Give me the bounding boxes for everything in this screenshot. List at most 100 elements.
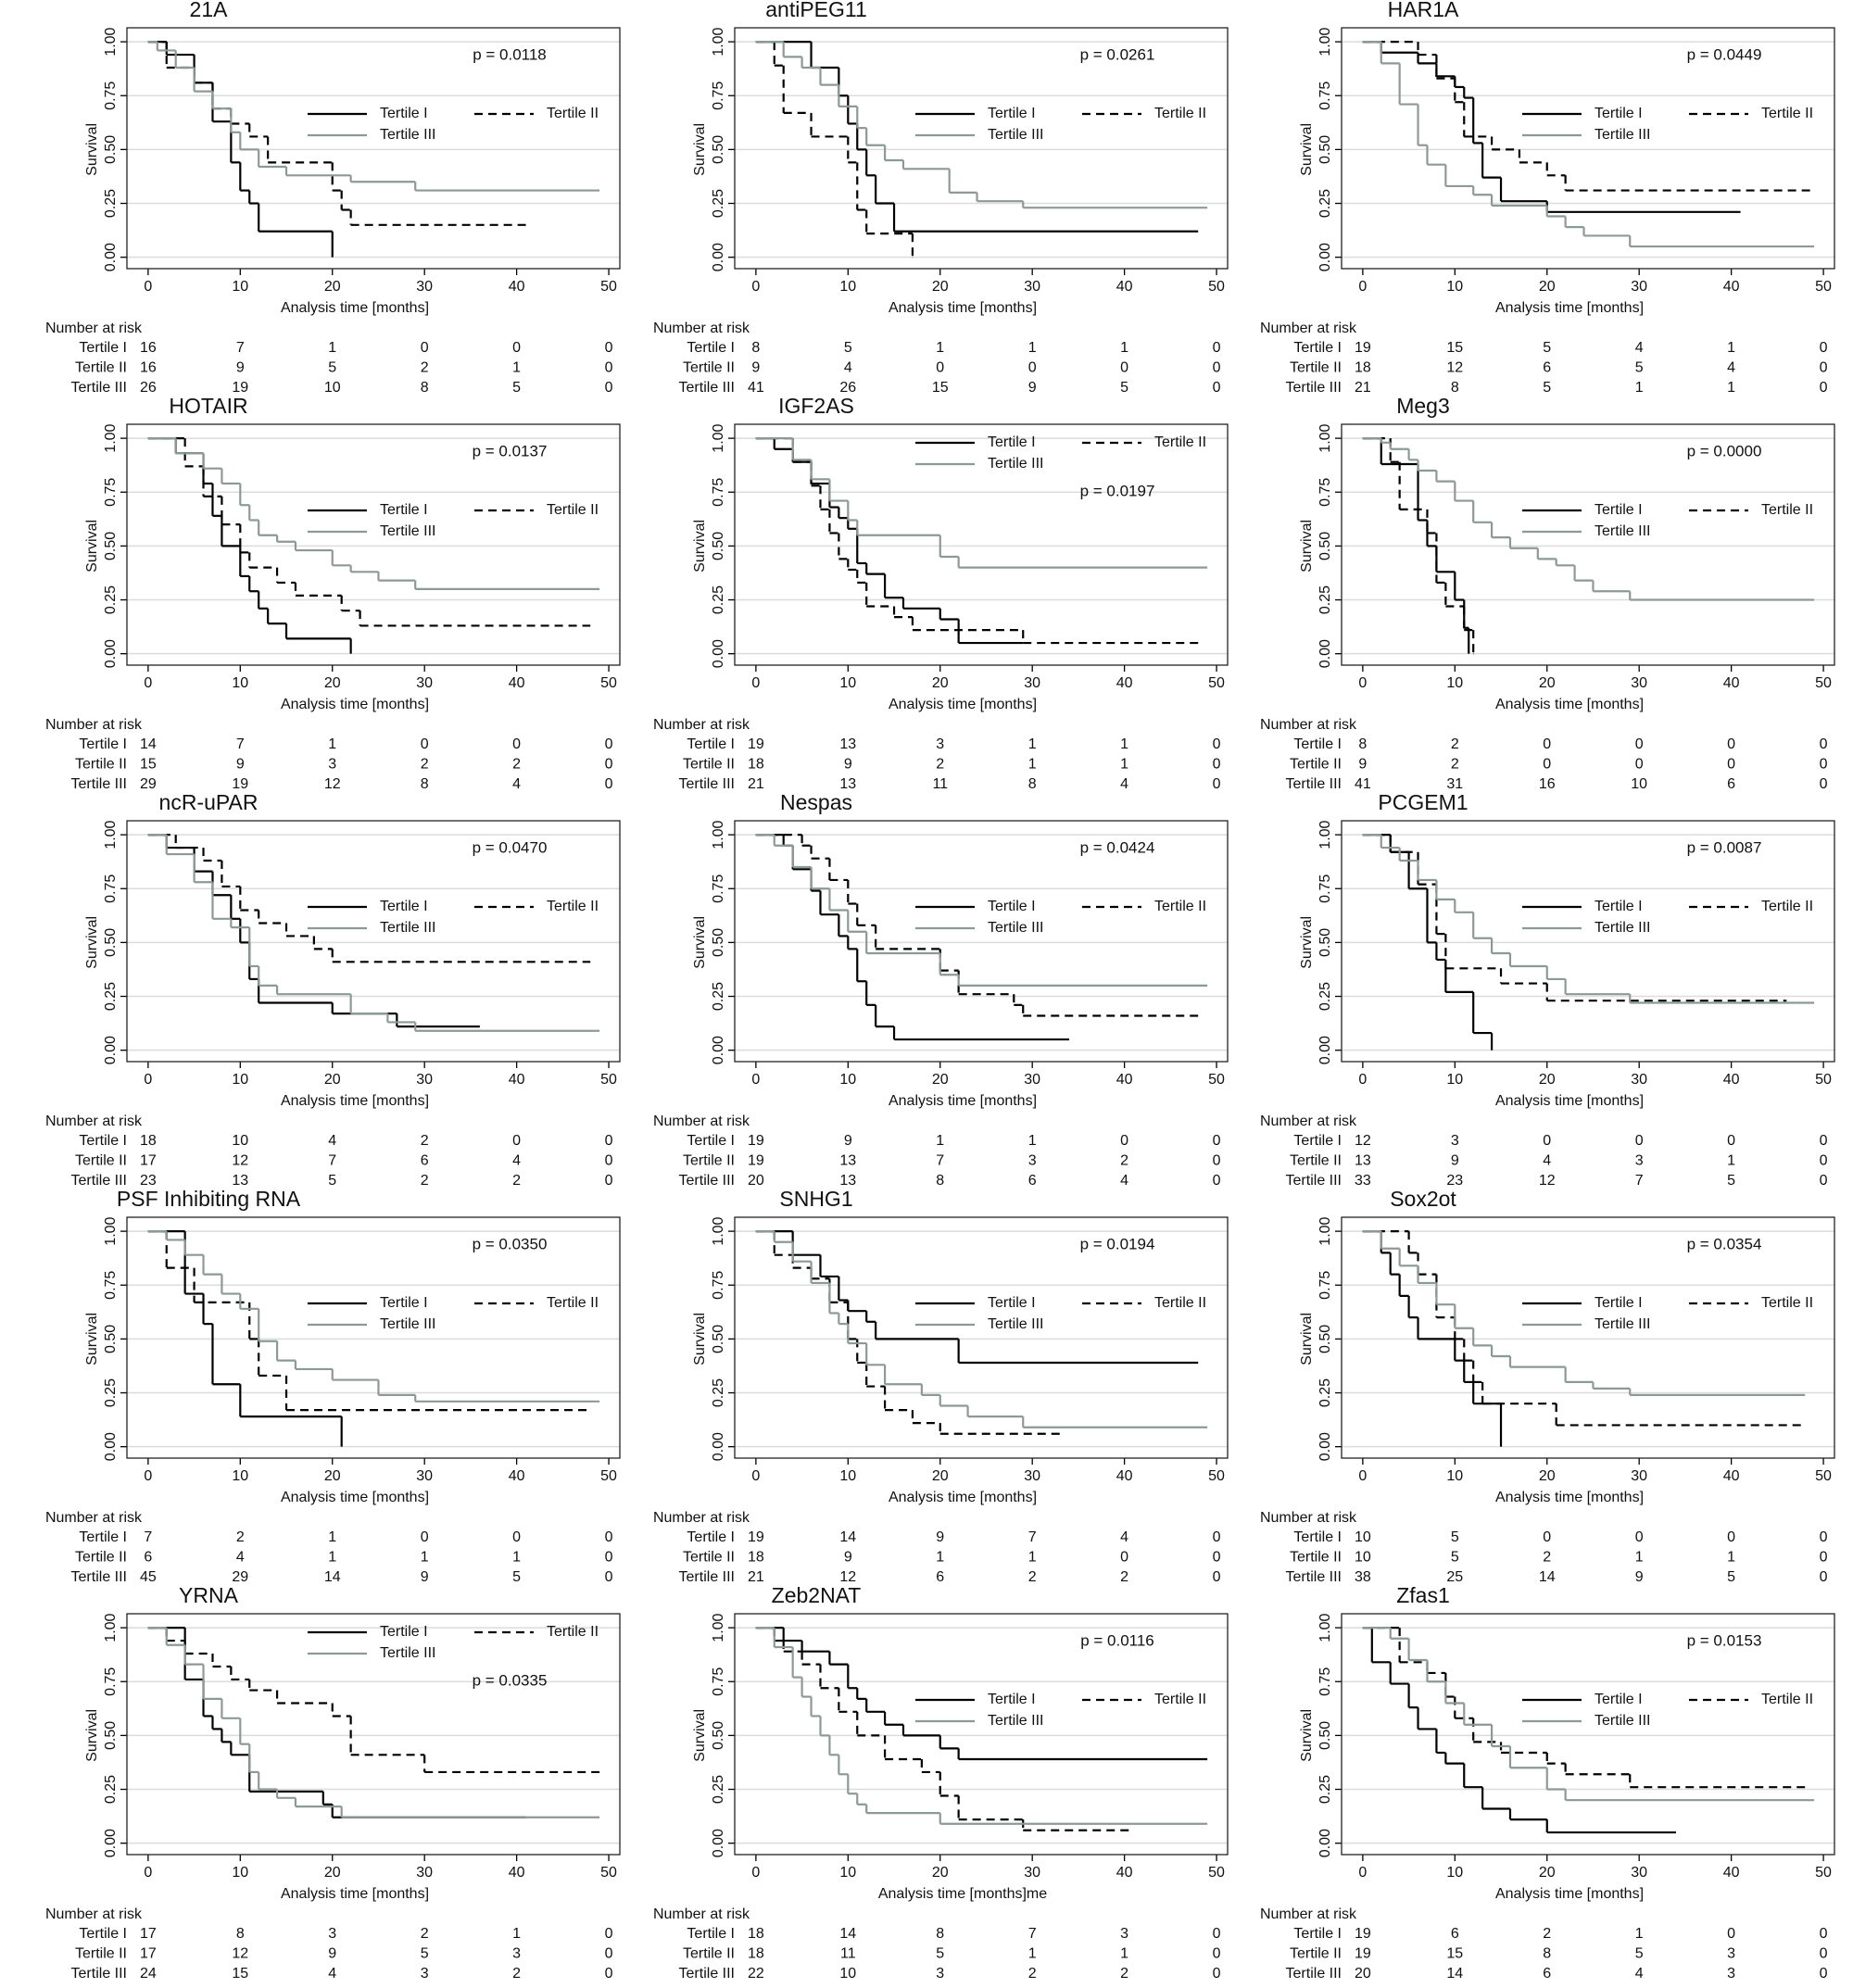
- risk-count: 0: [1820, 1550, 1828, 1566]
- risk-row-label: Tertile I: [1293, 340, 1342, 356]
- y-tick-label: 0.25: [103, 189, 119, 218]
- risk-count: 0: [605, 736, 613, 752]
- y-tick-label: 0.50: [711, 135, 726, 164]
- x-tick-label: 40: [1723, 675, 1740, 691]
- x-tick-label: 50: [1815, 1072, 1832, 1088]
- risk-count: 11: [932, 776, 948, 792]
- risk-count: 2: [1028, 1966, 1037, 1982]
- x-tick-label: 50: [1208, 1468, 1225, 1484]
- risk-count: 9: [1358, 757, 1367, 773]
- risk-count: 2: [1120, 1966, 1128, 1982]
- y-tick-label: 0.00: [711, 1829, 726, 1857]
- x-tick-label: 20: [1539, 279, 1556, 295]
- risk-count: 0: [512, 736, 521, 752]
- y-tick-label: 0.25: [103, 982, 119, 1011]
- risk-count: 3: [328, 757, 336, 773]
- risk-count: 5: [512, 1569, 521, 1585]
- risk-count: 8: [421, 776, 429, 792]
- risk-row-label: Tertile III: [71, 776, 127, 792]
- p-value: p = 0.0354: [1687, 1235, 1762, 1252]
- risk-count: 19: [232, 380, 248, 396]
- risk-count: 10: [232, 1133, 248, 1149]
- p-value: p = 0.0116: [1080, 1631, 1154, 1649]
- risk-count: 0: [1213, 776, 1221, 792]
- risk-row-label: Tertile II: [683, 757, 735, 773]
- risk-row-label: Tertile I: [79, 1926, 127, 1942]
- x-tick-label: 10: [839, 1072, 856, 1088]
- legend-label: Tertile I: [988, 1295, 1036, 1311]
- risk-count: 10: [839, 1966, 856, 1982]
- x-tick-label: 40: [509, 1468, 525, 1484]
- risk-count: 0: [1120, 1550, 1128, 1566]
- risk-count: 2: [421, 1173, 429, 1189]
- legend-label: Tertile I: [1595, 1692, 1643, 1707]
- x-tick-label: 30: [1024, 1072, 1040, 1088]
- risk-count: 0: [421, 1529, 429, 1545]
- y-tick-label: 0.00: [103, 639, 119, 668]
- risk-count: 6: [1543, 1966, 1551, 1982]
- risk-count: 4: [1635, 1966, 1644, 1982]
- risk-count: 4: [1120, 1173, 1128, 1189]
- risk-count: 0: [1213, 1946, 1221, 1962]
- risk-row-label: Tertile II: [75, 360, 127, 376]
- x-tick-label: 0: [751, 279, 760, 295]
- y-tick-label: 0.50: [103, 1721, 119, 1750]
- y-tick-label: 0.00: [711, 639, 726, 668]
- risk-count: 10: [1355, 1550, 1371, 1566]
- y-tick-label: 0.25: [103, 1378, 119, 1407]
- x-axis-label: Analysis time [months]: [281, 1886, 429, 1902]
- risk-count: 1: [328, 1529, 336, 1545]
- panel-title: 21A: [190, 0, 229, 21]
- risk-count: 2: [1120, 1153, 1128, 1169]
- plot-frame: [734, 27, 1229, 270]
- y-tick-label: 0.75: [1317, 1271, 1333, 1300]
- plot-frame: [126, 423, 621, 666]
- risk-count: 1: [1727, 1153, 1735, 1169]
- y-tick-label: 1.00: [711, 1216, 726, 1245]
- y-tick-label: 0.25: [711, 1378, 726, 1407]
- risk-count: 0: [605, 1133, 613, 1149]
- x-axis-label: Analysis time [months]: [889, 1490, 1037, 1505]
- risk-count: 9: [328, 1946, 336, 1962]
- legend-label: Tertile II: [1154, 434, 1206, 450]
- risk-count: 14: [839, 1529, 856, 1545]
- x-tick-label: 40: [1723, 1865, 1740, 1881]
- risk-count: 2: [1120, 1569, 1128, 1585]
- risk-count: 3: [1727, 1946, 1735, 1962]
- risk-count: 0: [512, 1529, 521, 1545]
- panel-title: IGF2AS: [778, 394, 854, 418]
- x-tick-label: 30: [416, 1865, 433, 1881]
- risk-count: 1: [1028, 736, 1037, 752]
- y-tick-label: 0.00: [103, 1036, 119, 1064]
- risk-count: 1: [512, 1926, 521, 1942]
- x-tick-label: 40: [1116, 675, 1133, 691]
- legend-label: Tertile III: [1595, 127, 1650, 143]
- risk-row-label: Tertile II: [683, 360, 735, 376]
- risk-count: 0: [421, 340, 429, 356]
- y-tick-label: 1.00: [1317, 1613, 1333, 1642]
- risk-count: 0: [1635, 1133, 1644, 1149]
- risk-row-label: Tertile I: [79, 1133, 127, 1149]
- risk-row-label: Tertile II: [1290, 1946, 1342, 1962]
- x-tick-label: 20: [1539, 1865, 1556, 1881]
- risk-count: 0: [1635, 736, 1644, 752]
- y-axis-label: Survival: [1299, 916, 1315, 969]
- risk-count: 2: [936, 757, 944, 773]
- risk-count: 9: [1028, 380, 1037, 396]
- x-tick-label: 30: [416, 675, 433, 691]
- y-tick-label: 1.00: [103, 820, 119, 849]
- risk-count: 2: [421, 1133, 429, 1149]
- y-tick-label: 0.25: [103, 1775, 119, 1804]
- risk-count: 0: [512, 340, 521, 356]
- risk-count: 18: [1355, 360, 1371, 376]
- legend-label: Tertile I: [1595, 106, 1643, 121]
- risk-count: 15: [232, 1966, 248, 1982]
- legend-label: Tertile II: [547, 899, 599, 914]
- legend-label: Tertile I: [988, 434, 1036, 450]
- x-tick-label: 10: [1446, 1072, 1463, 1088]
- risk-count: 7: [328, 1153, 336, 1169]
- risk-count: 13: [1355, 1153, 1371, 1169]
- risk-count: 0: [1120, 360, 1128, 376]
- x-tick-label: 30: [1631, 1865, 1647, 1881]
- risk-count: 29: [232, 1569, 248, 1585]
